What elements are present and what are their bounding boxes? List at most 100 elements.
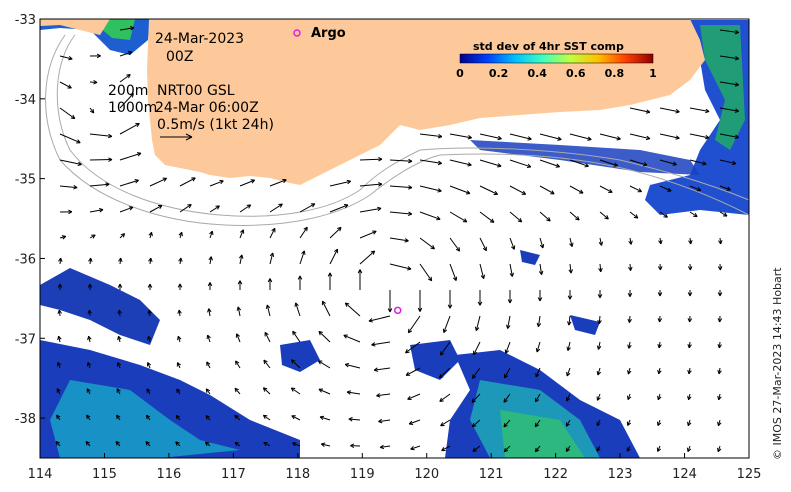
current-arrow: [146, 388, 151, 395]
current-arrow: [89, 107, 95, 114]
current-arrow: [116, 414, 121, 421]
current-arrow: [539, 159, 560, 168]
current-arrow: [539, 211, 551, 222]
current-arrow: [89, 53, 101, 59]
current-vectors: [55, 26, 740, 453]
current-arrow: [89, 133, 113, 139]
current-arrow: [419, 263, 433, 282]
current-arrow: [119, 26, 135, 31]
current-arrow: [346, 390, 361, 395]
current-arrow: [479, 159, 502, 168]
colorbar-tick-label: 1: [649, 67, 657, 80]
current-arrow: [717, 263, 723, 271]
current-arrow: [565, 445, 571, 452]
current-arrow: [265, 304, 271, 317]
current-arrow: [569, 159, 589, 168]
current-arrow: [657, 393, 662, 401]
current-arrow: [57, 283, 63, 290]
colorbar-tick-label: 0.8: [605, 67, 625, 80]
current-arrow: [119, 152, 142, 161]
current-arrow: [119, 206, 134, 213]
current-arrow: [535, 341, 541, 353]
argo-floats: [393, 306, 402, 315]
current-arrow: [147, 335, 152, 343]
current-arrow: [408, 419, 421, 425]
current-arrow: [235, 360, 241, 369]
current-arrow: [657, 341, 662, 349]
current-arrow: [58, 257, 63, 265]
current-arrow: [117, 283, 123, 290]
lat-tick-label: -34: [15, 93, 36, 108]
current-arrow: [597, 290, 603, 299]
current-arrow: [447, 290, 453, 309]
current-arrow: [59, 159, 82, 167]
current-arrow: [687, 393, 692, 401]
isobath-200m: [56, 34, 750, 217]
current-arrow: [299, 203, 316, 213]
current-arrow: [629, 133, 651, 141]
current-arrow: [419, 133, 443, 139]
current-arrow: [539, 133, 562, 141]
current-arrow: [659, 211, 668, 218]
current-arrow: [389, 158, 413, 164]
axis-ticks: 114 115 116 117 118 119 120 121 122 123 124 125 -33 -…: [15, 13, 762, 482]
sst-patch: [700, 25, 745, 150]
current-arrow: [503, 445, 511, 453]
current-arrow: [657, 263, 663, 271]
current-arrow: [599, 211, 609, 220]
current-arrow: [359, 250, 376, 265]
current-arrow: [719, 29, 740, 35]
current-arrow: [329, 248, 339, 265]
scale-arrow: [160, 133, 193, 141]
lon-tick-label: 121: [479, 467, 504, 482]
current-arrow: [599, 159, 619, 167]
current-arrow: [89, 157, 113, 162]
sst-patch: [520, 250, 540, 265]
current-arrow: [204, 441, 211, 447]
current-arrow: [439, 341, 451, 356]
current-arrow: [628, 263, 633, 271]
current-arrow: [717, 315, 723, 323]
current-arrow: [657, 290, 663, 297]
current-arrow: [687, 341, 692, 349]
current-arrow: [59, 133, 81, 144]
current-arrow: [177, 283, 183, 290]
current-arrow: [343, 334, 361, 343]
current-arrow: [566, 341, 571, 351]
current-arrow: [539, 185, 555, 195]
current-arrow: [239, 229, 245, 239]
current-arrow: [318, 388, 331, 395]
current-arrow: [56, 362, 62, 369]
current-arrow: [629, 211, 639, 219]
current-arrow: [329, 179, 352, 187]
current-arrow: [629, 107, 651, 114]
current-arrow: [534, 419, 541, 428]
current-arrow: [509, 211, 523, 223]
colorbar-tick-label: 0.2: [489, 67, 509, 80]
current-arrow: [359, 182, 383, 187]
current-arrow: [317, 360, 331, 369]
current-arrow: [449, 185, 471, 195]
current-arrow: [410, 445, 421, 451]
current-arrow: [389, 263, 412, 271]
lat-tick-label: -37: [15, 332, 36, 347]
current-arrow: [471, 367, 481, 379]
current-arrow: [717, 367, 722, 375]
current-arrow: [689, 185, 702, 192]
current-arrow: [568, 263, 573, 274]
current-arrow: [207, 282, 213, 290]
current-arrow: [596, 393, 601, 401]
current-arrow: [657, 315, 663, 323]
current-arrow: [535, 367, 541, 378]
current-arrow: [689, 159, 707, 166]
current-arrow: [290, 359, 301, 369]
current-arrow: [148, 257, 153, 265]
current-arrow: [656, 445, 662, 452]
current-arrow: [85, 440, 91, 447]
current-arrow: [599, 185, 613, 193]
current-arrow: [292, 442, 301, 447]
current-arrow: [477, 290, 483, 306]
current-arrow: [178, 231, 183, 239]
current-arrow: [659, 185, 672, 192]
